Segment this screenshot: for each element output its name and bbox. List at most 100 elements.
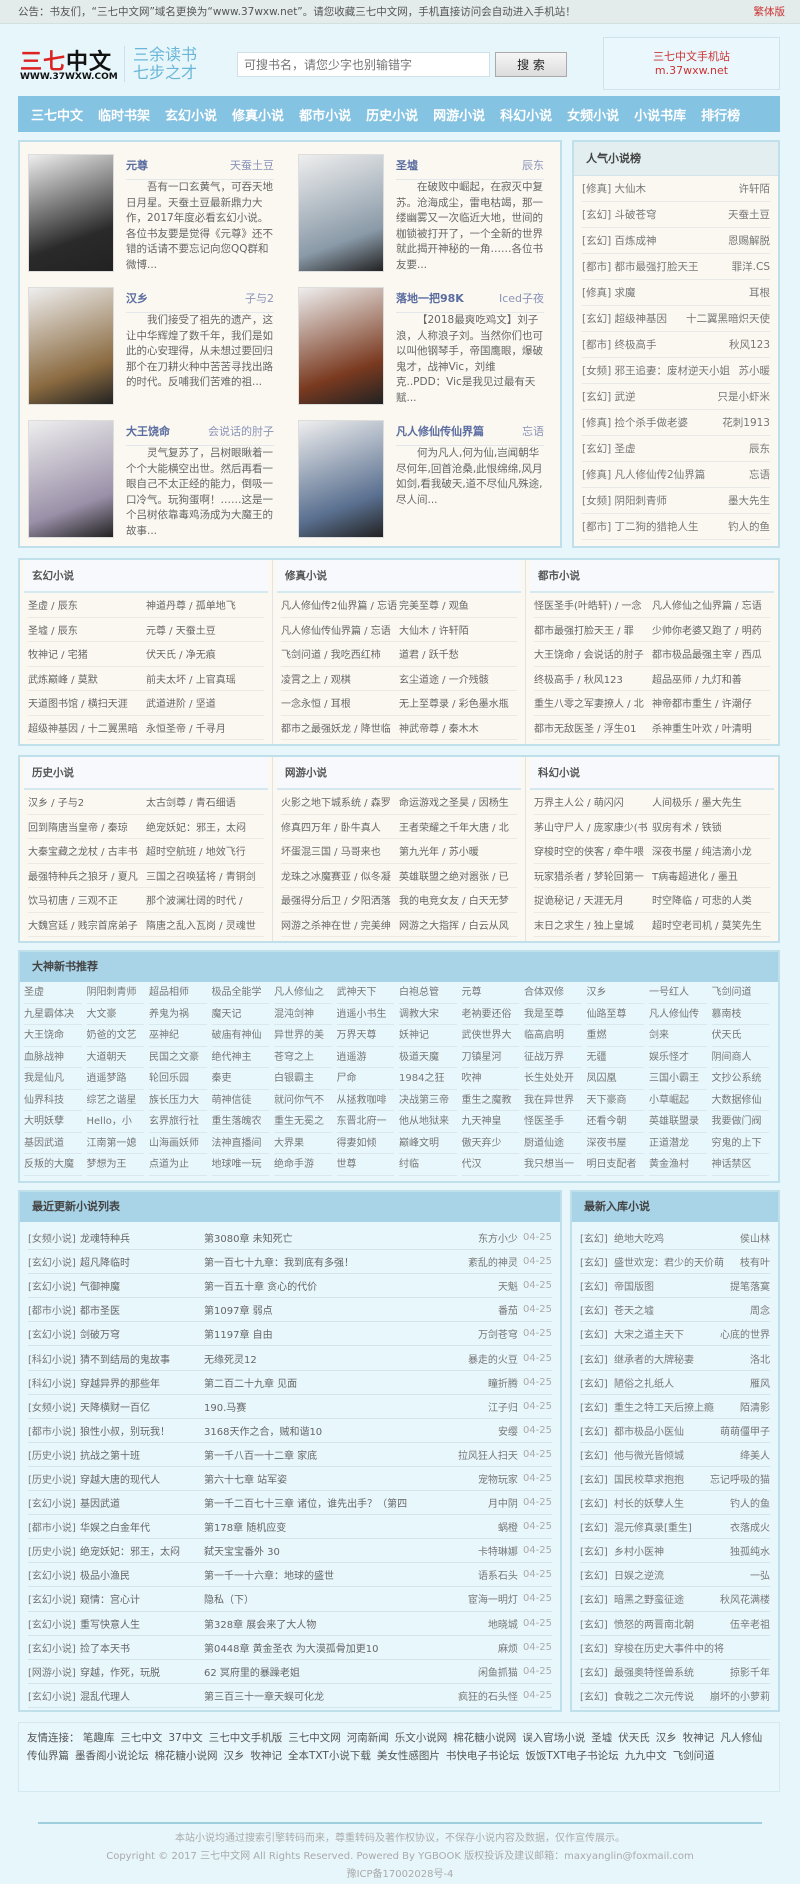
update-author[interactable]: 安缨 [497, 1426, 518, 1438]
book-author[interactable]: 子与2 [245, 292, 274, 305]
update-book-link[interactable]: 超凡降临时 [80, 1258, 130, 1270]
update-author[interactable]: 天魁 [497, 1282, 518, 1294]
recommend-book-link[interactable]: 武神天下 [336, 982, 394, 1004]
category-book-link[interactable]: 最强特种兵之狼牙 / 夏凡 [28, 871, 138, 883]
category-book-link[interactable]: 驭房有术 / 铁锁 [652, 822, 722, 834]
category-book-link[interactable]: 超级神基因 / 十二翼黑暗 [28, 723, 138, 735]
recommend-book-link[interactable]: 合体双修 [524, 982, 582, 1004]
update-chapter-link[interactable]: 第一千八百一十二章 家底 [204, 1450, 318, 1462]
newbook-author[interactable]: 洛北 [750, 1354, 770, 1366]
mobile-site-link[interactable]: 三七中文手机站 m.37wxw.net [603, 37, 780, 90]
newbook-title-link[interactable]: 食戟之二次元传说 [614, 1691, 694, 1703]
friend-link[interactable]: 饭饭TXT电子书论坛 [525, 1750, 619, 1762]
update-chapter-link[interactable]: 第0448章 黄金圣衣 为大漠孤骨加更10 [204, 1643, 379, 1655]
category-title[interactable]: 玄幻小说 [24, 560, 268, 593]
update-author[interactable]: 蜗橙 [497, 1523, 518, 1535]
category-title[interactable]: 网游小说 [277, 757, 521, 790]
recommend-book-link[interactable]: 族长压力大 [149, 1090, 207, 1111]
friend-link[interactable]: 圣墟 [591, 1732, 613, 1744]
recommend-book-link[interactable]: 巫神纪 [149, 1025, 207, 1047]
category-book-link[interactable]: 少帅你老婆又跑了 / 明药 [652, 625, 762, 637]
recommend-book-link[interactable]: 综艺之谐星 [86, 1090, 144, 1111]
category-book-link[interactable]: 超品巫师 / 九灯和善 [652, 674, 742, 686]
newbook-title-link[interactable]: 日娱之逆流 [614, 1571, 664, 1583]
ranking-item[interactable]: [玄幻] 百炼成神 恩赐解脱 [582, 228, 770, 254]
newbook-author[interactable]: 绛美人 [740, 1450, 770, 1462]
update-author[interactable]: 江子归 [487, 1402, 518, 1414]
category-book-link[interactable]: 玄尘道途 / 一介残骸 [399, 674, 489, 686]
nav-item[interactable]: 玄幻小说 [165, 108, 218, 124]
recommend-book-link[interactable]: Hello，小 [86, 1111, 144, 1133]
update-chapter-link[interactable]: 第三百三十一章天蜈可化龙 [204, 1691, 324, 1703]
category-book-link[interactable]: 神帝都市重生 / 许潮仔 [652, 699, 752, 711]
update-chapter-link[interactable]: 第一百七十九章：我到底有多强！ [204, 1258, 354, 1270]
ranking-book[interactable]: [玄幻] 圣虚 [582, 443, 636, 455]
recommend-book-link[interactable]: 阴阳刺青师 [86, 982, 144, 1004]
ranking-item[interactable]: [都市] 丁二狗的猎艳人生 钓人的鱼 [582, 514, 770, 540]
ranking-book[interactable]: [修真] 求魔 [582, 287, 636, 299]
update-author[interactable]: 宠物玩家 [477, 1474, 518, 1486]
category-book-link[interactable]: 凡人修仙传仙界篇 / 忘语 [281, 625, 391, 637]
category-book-link[interactable]: 穿梭时空的侠客 / 牵牛喂 [534, 847, 644, 859]
category-book-link[interactable]: 最强得分后卫 / 夕阳洒落 [281, 896, 391, 908]
update-chapter-link[interactable]: 190.马赛 [204, 1402, 247, 1414]
recommend-book-link[interactable]: 秦吏 [211, 1068, 269, 1090]
category-book-link[interactable]: 都市无敌医圣 / 浮生01 [534, 723, 637, 735]
recommend-book-link[interactable]: 我要做门阀 [711, 1111, 769, 1133]
recommend-book-link[interactable]: 妖神记 [399, 1025, 457, 1047]
category-book-link[interactable]: 凌霄之上 / 观棋 [281, 674, 351, 686]
newbook-author[interactable]: 萌萌僵甲子 [720, 1426, 770, 1438]
recommend-book-link[interactable]: 万界天尊 [336, 1025, 394, 1047]
category-book-link[interactable]: 大仙木 / 许轩陌 [399, 625, 469, 637]
recommend-book-link[interactable]: 黄金渔村 [649, 1154, 707, 1176]
ranking-item[interactable]: [修真] 求魔 耳根 [582, 280, 770, 306]
recommend-book-link[interactable]: 基因武道 [24, 1133, 82, 1154]
newbook-author[interactable]: 独孤纯水 [730, 1547, 770, 1559]
category-book-link[interactable]: 万界主人公 / 萌闪闪 [534, 798, 624, 810]
category-book-link[interactable]: 回到隋唐当皇帝 / 秦琼 [28, 822, 128, 834]
recommend-book-link[interactable]: 他从地狱来 [399, 1111, 457, 1133]
category-book-link[interactable]: 网游之大指挥 / 白云从风 [399, 920, 509, 932]
recommend-book-link[interactable]: 逍遥小书生 [336, 1004, 394, 1025]
recommend-book-link[interactable]: 飞剑问道 [711, 982, 769, 1004]
ranking-book[interactable]: [修真] 大仙木 [582, 183, 647, 195]
recommend-book-link[interactable]: 还看今朝 [586, 1111, 644, 1133]
update-book-link[interactable]: 抗战之第十班 [80, 1450, 140, 1462]
ranking-book[interactable]: [玄幻] 斗破苍穹 [582, 209, 657, 221]
recommend-book-link[interactable]: 无疆 [586, 1047, 644, 1068]
newbook-title-link[interactable]: 都市极品小医仙 [614, 1426, 684, 1438]
newbook-title-link[interactable]: 盛世欢宠：君少的天价萌 [614, 1258, 724, 1270]
category-book-link[interactable]: 网游之杀神在世 / 完美绅 [281, 920, 391, 932]
friend-link[interactable]: 三七中文 [120, 1732, 163, 1744]
update-chapter-link[interactable]: 3168天作之合，贼和谐10 [204, 1426, 323, 1438]
recommend-book-link[interactable]: 绝代神主 [211, 1047, 269, 1068]
recommend-book-link[interactable]: 白袍总管 [399, 982, 457, 1004]
category-book-link[interactable]: 完美至尊 / 观鱼 [399, 601, 469, 613]
recommend-book-link[interactable]: 一号红人 [649, 982, 707, 1004]
book-author[interactable]: 会说话的肘子 [208, 425, 274, 438]
update-book-link[interactable]: 天降横财一百亿 [80, 1402, 150, 1414]
ranking-author[interactable]: 许轩陌 [738, 183, 771, 195]
category-book-link[interactable]: 无上至尊录 / 彩色墨水瓶 [399, 699, 509, 711]
update-author[interactable]: 语系石头 [477, 1571, 518, 1583]
friend-link[interactable]: 美女性感图片 [376, 1750, 440, 1762]
book-cover[interactable] [28, 287, 114, 405]
ranking-book[interactable]: [女频] 阴阳刺青师 [582, 495, 668, 507]
category-book-link[interactable]: 武炼巅峰 / 莫默 [28, 674, 98, 686]
ranking-author[interactable]: 辰东 [749, 443, 770, 455]
update-author[interactable]: 宦海一明灯 [467, 1595, 518, 1607]
update-book-link[interactable]: 重写快意人生 [80, 1619, 140, 1631]
ranking-item[interactable]: [修真] 大仙木 许轩陌 [582, 176, 770, 202]
category-book-link[interactable]: 玩家猎杀者 / 梦轮回第一 [534, 871, 644, 883]
recommend-book-link[interactable]: 娱乐怪才 [649, 1047, 707, 1068]
recommend-book-link[interactable]: 极品全能学 [211, 982, 269, 1004]
recommend-book-link[interactable]: 轮回乐园 [149, 1068, 207, 1090]
recommend-book-link[interactable]: 逍遥梦路 [86, 1068, 144, 1090]
newbook-author[interactable]: 陌清影 [740, 1402, 770, 1414]
ranking-book[interactable]: [修真] 凡人修仙传2仙界篇 [582, 469, 706, 481]
category-book-link[interactable]: 第九光年 / 苏小暖 [399, 847, 479, 859]
ranking-item[interactable]: [修真] 捡个杀手做老婆 花刺1913 [582, 410, 770, 436]
recommend-book-link[interactable]: 大王饶命 [24, 1025, 82, 1047]
recommend-book-link[interactable]: 玄界旅行社 [149, 1111, 207, 1133]
book-card[interactable]: 大王饶命 会说话的肘子 灵气复苏了，吕树眼瞅着一个个大能横空出世。然后再看一眼自己不… [20, 412, 280, 542]
